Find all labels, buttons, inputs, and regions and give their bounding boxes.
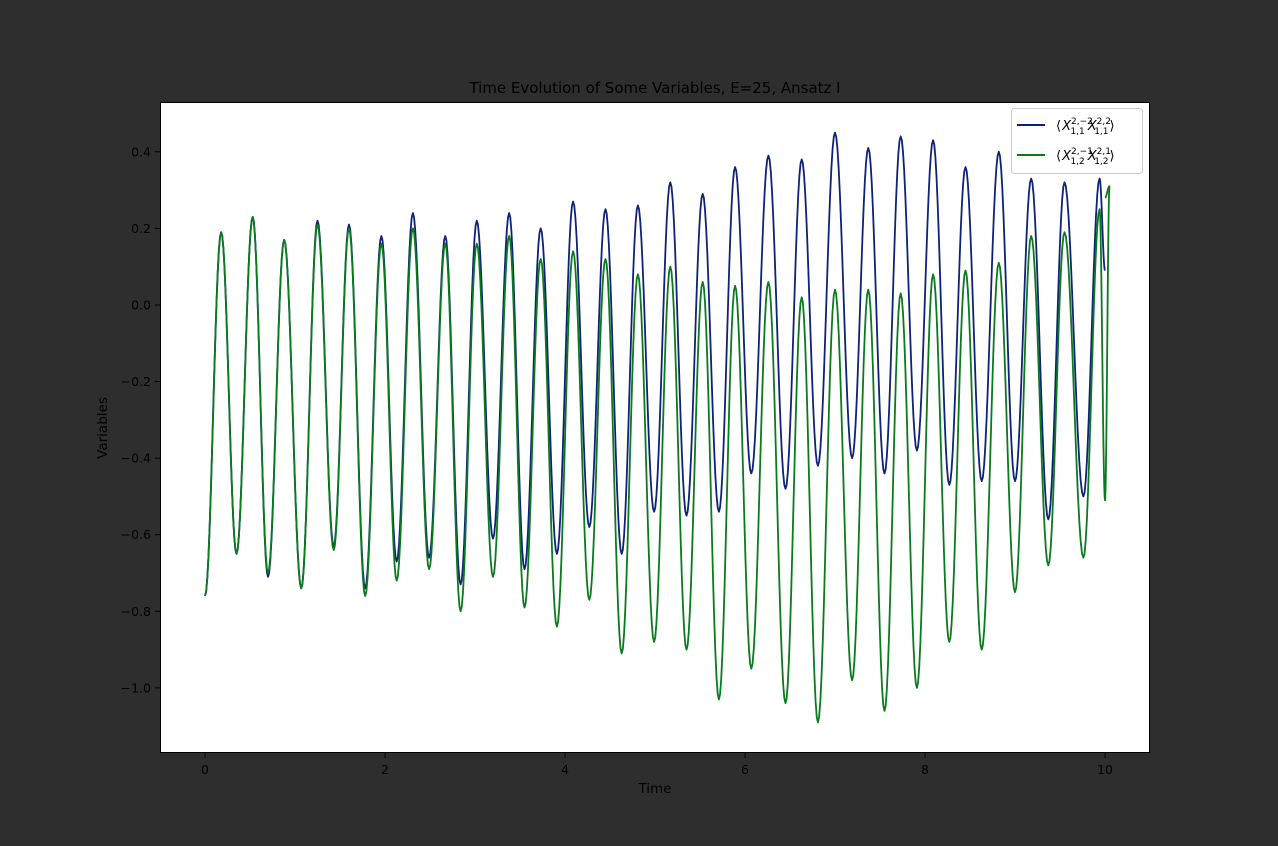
y-tick-label: 0.4 [131,144,151,159]
x-tick-label: 4 [561,762,569,777]
y-tick-label: 0.2 [131,221,151,236]
x-tick-label: 10 [1097,762,1113,777]
y-axis-ticks: −1.0 −0.8 −0.6 −0.4 −0.2 0.0 0.2 0.4 [121,144,160,695]
x-tick-label: 0 [201,762,209,777]
legend: ⟨X2,−21,1​X2,21,1​⟩ ⟨X2,−11,2​X2,11,2​⟩ [1011,108,1143,174]
x-axis-ticks: 0 2 4 6 8 10 [201,753,1113,777]
x-tick-label: 6 [741,762,749,777]
legend-label-2: ⟨X2,−11,2​X2,11,2​⟩ [1056,147,1115,167]
series-layer [204,131,1111,724]
chart-title: Time Evolution of Some Variables, E=25, … [468,79,840,97]
plot-area [160,102,1150,753]
y-tick-label: −0.8 [121,604,151,619]
y-tick-label: −1.0 [121,680,151,695]
legend-label-1: ⟨X2,−21,1​X2,21,1​⟩ [1056,117,1115,137]
y-tick-label: −0.6 [121,527,151,542]
y-tick-label: −0.2 [121,374,151,389]
y-tick-label: −0.4 [121,451,151,466]
x-tick-label: 2 [381,762,389,777]
series-line-2 [204,185,1111,724]
plot-frame [160,102,1150,753]
y-axis-label: Variables [95,397,111,459]
y-tick-label: 0.0 [131,297,151,312]
x-axis-label: Time [637,781,671,797]
x-tick-label: 8 [921,762,929,777]
